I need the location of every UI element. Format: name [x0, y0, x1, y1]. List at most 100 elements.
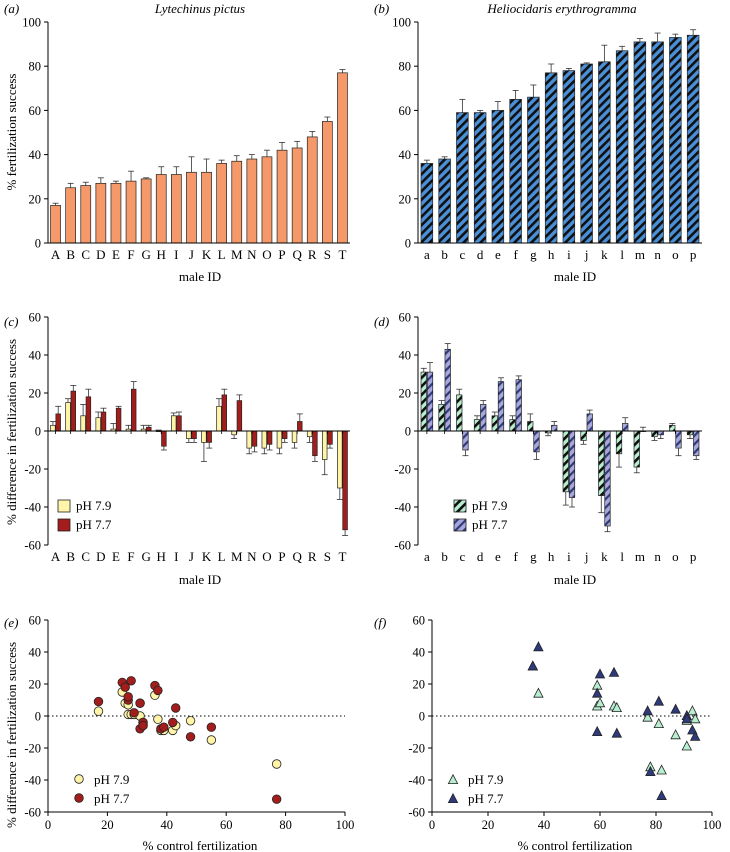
panel-a-y-tick-label: 60	[29, 104, 42, 118]
panel-c-xlabel: male ID	[179, 572, 221, 587]
panel-f-point	[533, 687, 544, 698]
panel-c-y-tick-label: -60	[24, 539, 41, 553]
panel-b-bar	[527, 96, 540, 244]
panel-d-bar	[444, 348, 451, 432]
panel-c-bar	[161, 430, 167, 447]
panel-e-point	[168, 717, 178, 728]
panel-e-legend-label: pH 7.7	[94, 791, 130, 806]
panel-d-bar	[657, 430, 664, 436]
panel-b-x-tick-label: j	[584, 247, 589, 262]
panel-f-point	[527, 660, 539, 671]
panel-d-x-tick-label: e	[495, 549, 501, 564]
panel-e-x-tick-label: 80	[279, 818, 292, 832]
panel-a-label: (a)	[4, 1, 19, 16]
panel-b-y-tick-label: 60	[399, 104, 412, 118]
panel-c-bar	[221, 394, 227, 432]
panel-d-x-tick-label: k	[601, 549, 608, 564]
panel-d-x-tick-label: f	[513, 549, 518, 564]
panel-d-label: (d)	[374, 314, 389, 329]
panel-c-x-tick-label: T	[338, 549, 346, 564]
panel-b-bar	[615, 50, 629, 244]
panel-b-bar	[580, 63, 593, 244]
panel-c-bar	[146, 426, 152, 432]
panel-a-y-tick-label: 20	[29, 192, 42, 206]
panel-f-xlabel: % control fertilization	[518, 838, 633, 852]
panel-a-x-tick-label: I	[174, 247, 178, 262]
panel-b-x-tick-label: i	[567, 247, 571, 262]
panel-b-bar	[420, 163, 434, 244]
panel-d-bar	[675, 430, 682, 449]
panel-d-bar	[686, 430, 694, 436]
panel-d-x-tick-label: b	[441, 549, 448, 564]
panel-e-point	[171, 703, 181, 713]
panel-b-x-tick-label: k	[601, 247, 608, 262]
panel-e-label: (e)	[4, 615, 18, 630]
panel-d-bar	[420, 371, 427, 432]
panel-f-label: (f)	[374, 615, 386, 630]
panel-c-x-tick-label: O	[262, 549, 271, 564]
panel-c-bar	[297, 421, 303, 432]
panel-d-bar	[509, 419, 516, 432]
panel-b-y-tick-label: 20	[399, 192, 412, 206]
panel-d-x-tick-label: m	[635, 549, 645, 564]
panel-c-bar	[176, 415, 182, 432]
panel-c-bar	[206, 430, 212, 443]
panel-a-x-tick-label: D	[96, 247, 105, 262]
panel-e-legend-marker	[74, 793, 84, 803]
panel-e-point	[126, 676, 136, 686]
panel-b-bar	[438, 158, 451, 244]
panel-e-y-tick-label: 20	[29, 678, 42, 692]
panel-f-x-tick-label: 100	[703, 818, 722, 832]
panel-c-bar	[231, 430, 237, 436]
panel-f-y-tick-label: 60	[413, 614, 426, 628]
panel-d-plot: -60 -40 -20 0 20 40 60 a b c d e f g h i j k l m n o p pH 7.9 pH…	[394, 311, 702, 564]
panel-b-bar	[491, 110, 505, 244]
panel-c-x-tick-label: N	[247, 549, 257, 564]
panel-c-x-tick-label: J	[189, 549, 194, 564]
panel-d-bar	[669, 424, 676, 432]
panel-a-y-tick-label: 40	[29, 148, 42, 162]
panel-b-y-tick-label: 0	[405, 237, 411, 251]
panel-f-point	[681, 713, 693, 724]
panel-c-bar	[261, 430, 267, 449]
panel-c-label: (c)	[4, 314, 18, 329]
panel-e-point	[123, 692, 133, 702]
panel-a-x-tick-label: E	[112, 247, 120, 262]
panel-d-y-tick-label: 60	[399, 311, 412, 325]
panel-c-bar	[282, 430, 288, 439]
panel-c-legend-swatch	[57, 518, 71, 532]
panel-a-x-tick-label: M	[231, 247, 243, 262]
panel-c-bar	[65, 402, 71, 432]
panel-f-point	[670, 729, 681, 740]
panel-c-x-tick-label: M	[231, 549, 243, 564]
panel-e-legend-label: pH 7.9	[94, 772, 129, 787]
panel-f-plot: -60 -40 -20 0 20 40 60 0 20 40 60 80 100 pH 7.9 pH 7.7	[408, 614, 721, 833]
panel-e-point	[206, 735, 217, 745]
panel-f-point	[594, 668, 606, 679]
panel-d-bar	[515, 379, 522, 432]
panel-b-x-tick-label: d	[477, 247, 484, 262]
panel-f-point	[533, 641, 544, 652]
panel-f-x-tick-label: 40	[538, 818, 551, 832]
panel-b-x-tick-label: c	[459, 247, 465, 262]
panel-b-y-tick-label: 40	[399, 148, 412, 162]
panel-a-bar	[110, 182, 122, 244]
panel-d-bar	[622, 423, 629, 432]
panel-a-x-tick-label: J	[189, 247, 194, 262]
panel-c-bar	[115, 407, 122, 432]
panel-a-bar	[306, 136, 318, 244]
panel-a-bar	[216, 163, 227, 244]
panel-c-bar	[266, 430, 273, 445]
panel-f-legend-label: pH 7.9	[468, 772, 503, 787]
panel-b-x-tick-label: l	[620, 247, 624, 262]
panel-e-legend-marker	[74, 774, 84, 784]
panel-d-bar	[533, 430, 540, 453]
panel-c-x-tick-label: K	[202, 549, 212, 564]
panel-d-bar	[438, 404, 445, 432]
panel-a-x-tick-label: T	[338, 247, 346, 262]
panel-e-x-tick-label: 100	[336, 818, 355, 832]
panel-c-ylabel: % difference in fertilization success	[4, 339, 19, 525]
panel-a-bar	[322, 121, 333, 244]
panel-e-point	[185, 732, 196, 742]
panel-c-bar	[201, 430, 207, 443]
